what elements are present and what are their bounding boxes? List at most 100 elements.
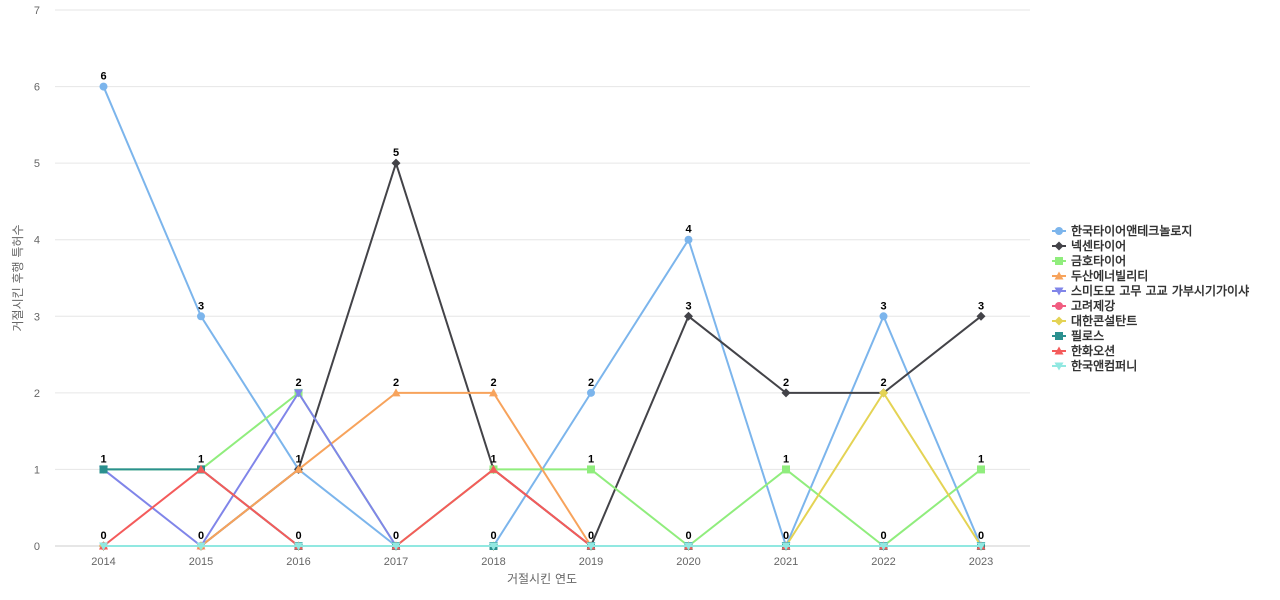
- y-tick-label: 1: [34, 464, 40, 476]
- data-label: 5: [393, 147, 399, 159]
- legend-item[interactable]: 스미도모 고무 고교 가부시기가이샤: [1052, 283, 1249, 298]
- x-tick-label: 2017: [384, 556, 408, 568]
- y-tick-label: 6: [34, 82, 40, 94]
- data-label: 0: [588, 530, 594, 542]
- data-label: 1: [588, 453, 594, 465]
- data-point[interactable]: [976, 311, 986, 321]
- x-tick-label: 2015: [189, 556, 213, 568]
- legend-label: 필로스: [1071, 328, 1104, 343]
- data-label: 0: [685, 530, 691, 542]
- legend-marker[interactable]: [1055, 302, 1063, 310]
- legend-marker[interactable]: [1054, 271, 1064, 280]
- legend-item[interactable]: 금호타이어: [1052, 253, 1126, 268]
- data-point[interactable]: [781, 388, 791, 398]
- y-tick-label: 5: [34, 158, 40, 170]
- data-label: 1: [783, 453, 789, 465]
- legend-item[interactable]: 필로스: [1052, 328, 1104, 343]
- x-tick-label: 2021: [774, 556, 798, 568]
- series-group: [99, 464, 986, 550]
- x-axis-title: 거절시킨 연도: [507, 572, 577, 586]
- legend-marker[interactable]: [1054, 362, 1064, 371]
- data-point[interactable]: [391, 158, 401, 168]
- legend-marker[interactable]: [1054, 346, 1064, 355]
- data-point[interactable]: [489, 542, 498, 551]
- data-point[interactable]: [196, 464, 206, 473]
- legend-marker[interactable]: [1055, 227, 1063, 235]
- data-label: 1: [295, 453, 301, 465]
- legend-item[interactable]: 한화오션: [1052, 343, 1115, 358]
- data-point[interactable]: [684, 311, 693, 321]
- legend-label: 대한콘설탄트: [1071, 313, 1137, 328]
- data-point[interactable]: [977, 465, 985, 474]
- data-point[interactable]: [294, 389, 303, 398]
- data-label: 1: [198, 453, 204, 465]
- legend-item[interactable]: 두산에너빌리티: [1052, 268, 1148, 283]
- grid-lines: [55, 9, 1030, 547]
- y-tick-label: 0: [34, 541, 40, 553]
- data-point[interactable]: [99, 82, 108, 91]
- legend-label: 스미도모 고무 고교 가부시기가이샤: [1071, 283, 1249, 298]
- data-point[interactable]: [781, 542, 791, 551]
- data-point[interactable]: [879, 542, 888, 551]
- data-point[interactable]: [976, 542, 986, 551]
- data-point[interactable]: [489, 464, 498, 473]
- data-label: 3: [685, 300, 691, 312]
- data-point[interactable]: [684, 235, 693, 244]
- data-label: 1: [490, 453, 496, 465]
- data-point[interactable]: [197, 312, 205, 321]
- legend-marker[interactable]: [1054, 241, 1064, 251]
- data-point[interactable]: [586, 542, 596, 551]
- legend-item[interactable]: 고려제강: [1052, 298, 1115, 313]
- series-lines: [99, 82, 986, 551]
- data-label: 3: [198, 300, 204, 312]
- data-point[interactable]: [99, 542, 108, 551]
- legend-marker[interactable]: [1054, 287, 1064, 296]
- data-point[interactable]: [879, 388, 888, 398]
- series-line[interactable]: [103, 162, 982, 547]
- legend-marker[interactable]: [1055, 257, 1063, 265]
- data-point[interactable]: [489, 388, 498, 397]
- legend-label: 한국타이어앤테크놀로지: [1071, 223, 1192, 238]
- data-label: 3: [880, 300, 886, 312]
- legend-item[interactable]: 한국타이어앤테크놀로지: [1052, 223, 1192, 238]
- data-point[interactable]: [684, 542, 693, 551]
- data-point[interactable]: [294, 464, 303, 473]
- data-point[interactable]: [391, 542, 401, 551]
- y-tick-label: 4: [34, 235, 40, 247]
- data-label: 0: [978, 530, 984, 542]
- legend-item[interactable]: 한국앤컴퍼니: [1052, 358, 1137, 373]
- x-tick-label: 2018: [481, 556, 505, 568]
- y-tick-label: 2: [34, 388, 40, 400]
- data-point[interactable]: [587, 388, 595, 397]
- legend-marker[interactable]: [1055, 332, 1063, 340]
- legend-label: 한국앤컴퍼니: [1071, 358, 1137, 373]
- data-point[interactable]: [879, 312, 888, 321]
- data-label: 0: [880, 530, 886, 542]
- data-label: 2: [783, 377, 789, 389]
- data-label: 0: [100, 530, 106, 542]
- data-label: 3: [978, 300, 984, 312]
- legend-label: 금호타이어: [1071, 253, 1126, 268]
- data-point[interactable]: [587, 465, 595, 474]
- y-axis-title: 거절시킨 후행 특허수: [10, 225, 25, 332]
- series-line[interactable]: [102, 468, 982, 547]
- data-point[interactable]: [782, 465, 790, 474]
- data-label: 0: [295, 530, 301, 542]
- data-point[interactable]: [196, 542, 206, 551]
- legend-marker[interactable]: [1054, 316, 1064, 326]
- data-label: 6: [100, 71, 106, 83]
- data-point[interactable]: [294, 542, 303, 551]
- data-point[interactable]: [391, 388, 401, 397]
- data-label: 0: [393, 530, 399, 542]
- data-label: 1: [978, 453, 984, 465]
- x-tick-label: 2016: [286, 556, 310, 568]
- legend-item[interactable]: 넥센타이어: [1052, 238, 1126, 253]
- data-label: 2: [880, 377, 886, 389]
- legend-item[interactable]: 대한콘설탄트: [1052, 313, 1137, 328]
- data-point[interactable]: [99, 465, 108, 474]
- data-label: 0: [490, 530, 496, 542]
